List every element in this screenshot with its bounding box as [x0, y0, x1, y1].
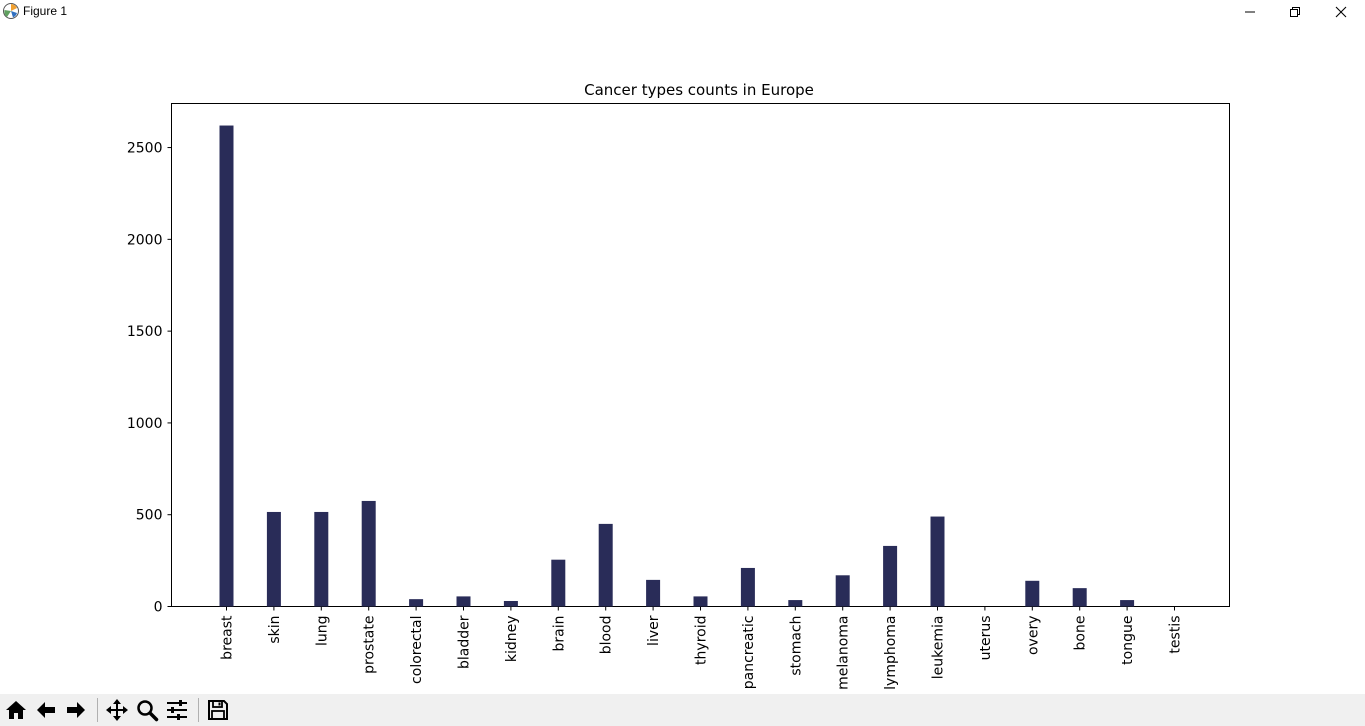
y-tick-label: 1500	[127, 324, 163, 340]
configure-icon	[167, 700, 187, 720]
home-button[interactable]	[3, 697, 29, 723]
bar-bladder	[456, 596, 471, 607]
minimize-button[interactable]	[1227, 0, 1273, 24]
x-tick-label: lung	[314, 616, 330, 647]
y-tick-label: 2500	[127, 141, 163, 157]
bar-colorectal	[409, 599, 424, 607]
bar-blood	[598, 523, 613, 607]
zoom-icon	[137, 700, 159, 722]
bars	[219, 125, 1135, 607]
x-tick-label: skin	[267, 616, 283, 644]
y-axis: 0 500 1000 1500 2000 2500	[127, 141, 172, 616]
minimize-icon	[1245, 11, 1255, 13]
close-icon	[1335, 6, 1347, 18]
matplotlib-logo-icon	[2, 2, 20, 20]
bar-liver	[646, 579, 661, 607]
x-tick-label: liver	[646, 615, 662, 646]
bar-tongue	[1120, 600, 1135, 607]
window-title: Figure 1	[23, 4, 68, 18]
pan-icon	[106, 699, 128, 721]
bar-lymphoma	[883, 545, 898, 607]
bar-overy	[1025, 580, 1040, 607]
x-tick-label: blood	[599, 616, 615, 655]
toolbar-separator	[198, 698, 199, 722]
x-tick-label: pancreatic	[741, 616, 757, 690]
y-tick-label: 2000	[127, 232, 163, 248]
x-tick-label: bladder	[457, 615, 473, 669]
save-icon	[208, 700, 228, 720]
restore-button[interactable]	[1272, 0, 1318, 24]
title-bar: Figure 1	[0, 0, 1365, 24]
x-tick-label: brain	[551, 616, 567, 652]
x-tick-label: prostate	[362, 616, 378, 674]
figure-canvas[interactable]: Cancer types counts in Europe 0 500 1000 15…	[0, 24, 1365, 694]
home-icon	[6, 701, 26, 719]
bar-brain	[551, 559, 566, 607]
y-tick-label: 500	[136, 508, 163, 524]
forward-icon	[67, 702, 85, 718]
x-tick-label: breast	[220, 615, 236, 660]
x-axis: breast skin lung prostate colorectal bladder k…	[220, 606, 1184, 690]
back-icon	[37, 702, 55, 718]
forward-button[interactable]	[63, 697, 89, 723]
back-button[interactable]	[33, 697, 59, 723]
bar-thyroid	[693, 596, 708, 607]
bar-pancreatic	[740, 567, 755, 607]
x-tick-label: kidney	[504, 616, 520, 663]
plot-frame	[171, 103, 1230, 607]
x-tick-label: uterus	[978, 616, 994, 661]
bar-breast	[219, 125, 234, 607]
x-tick-label: lymphoma	[883, 616, 899, 690]
toolbar-separator	[97, 698, 98, 722]
bar-lung	[314, 511, 329, 607]
x-tick-label: colorectal	[409, 616, 425, 684]
y-tick-label: 0	[154, 600, 163, 616]
zoom-button[interactable]	[134, 697, 160, 723]
x-tick-label: stomach	[788, 616, 804, 676]
bar-melanoma	[835, 575, 850, 607]
y-tick-label: 1000	[127, 416, 163, 432]
x-tick-label: overy	[1025, 616, 1041, 656]
chart-title: Cancer types counts in Europe	[584, 81, 814, 99]
x-tick-label: testis	[1168, 616, 1184, 654]
bar-kidney	[503, 600, 518, 607]
x-tick-label: melanoma	[836, 616, 852, 690]
save-button[interactable]	[205, 697, 231, 723]
pan-button[interactable]	[104, 697, 130, 723]
bar-prostate	[361, 500, 376, 607]
bar-skin	[266, 511, 281, 607]
navigation-toolbar	[0, 694, 1365, 726]
bar-chart: Cancer types counts in Europe 0 500 1000 15…	[127, 81, 1230, 690]
bar-stomach	[788, 600, 803, 607]
configure-subplots-button[interactable]	[164, 697, 190, 723]
restore-icon	[1290, 7, 1300, 17]
close-button[interactable]	[1318, 0, 1364, 24]
x-tick-label: bone	[1073, 616, 1089, 651]
x-tick-label: thyroid	[694, 616, 710, 665]
bar-bone	[1072, 588, 1087, 607]
x-tick-label: tongue	[1120, 616, 1136, 665]
bar-leukemia	[930, 516, 945, 607]
x-tick-label: leukemia	[931, 616, 947, 680]
